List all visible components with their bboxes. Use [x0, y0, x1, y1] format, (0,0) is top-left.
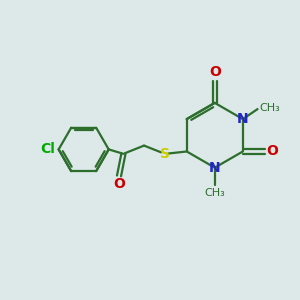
- Text: CH₃: CH₃: [259, 103, 280, 113]
- Text: O: O: [113, 177, 125, 191]
- Text: O: O: [209, 65, 221, 79]
- Text: S: S: [160, 147, 170, 161]
- Text: O: O: [266, 145, 278, 158]
- Text: N: N: [209, 161, 220, 175]
- Text: N: N: [237, 112, 249, 126]
- Text: Cl: Cl: [40, 142, 55, 156]
- Text: CH₃: CH₃: [204, 188, 225, 198]
